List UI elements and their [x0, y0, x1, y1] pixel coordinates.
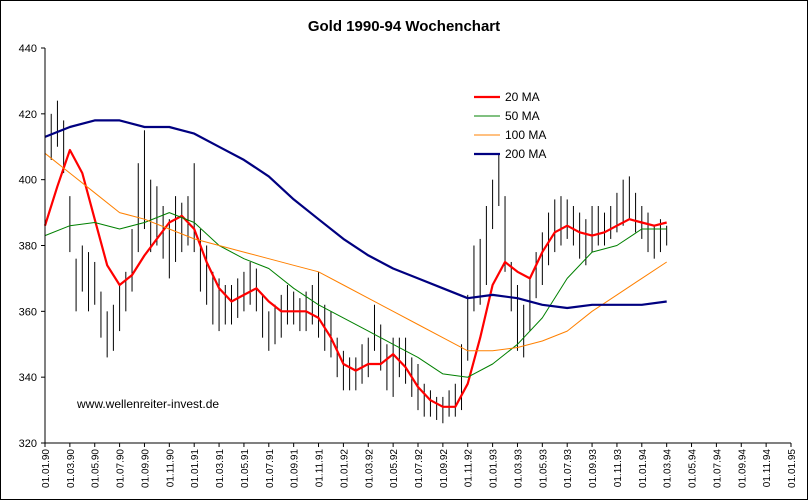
x-tick-label: 01.03.90 — [66, 449, 77, 488]
x-tick-label: 01.09.93 — [588, 449, 599, 488]
x-tick-label: 01.09.92 — [439, 449, 450, 488]
x-tick-label: 01.01.90 — [41, 449, 52, 488]
y-tick-label: 420 — [19, 109, 37, 121]
series-line-200-ma — [44, 119, 667, 310]
x-tick-label: 01.07.92 — [414, 449, 425, 488]
plot-area — [43, 100, 668, 424]
y-tick-label: 320 — [19, 438, 37, 450]
legend-label: 20 MA — [505, 90, 540, 104]
x-tick-label: 01.03.92 — [364, 449, 375, 488]
x-tick-label: 01.07.93 — [563, 449, 574, 488]
x-tick-label: 01.05.90 — [91, 449, 102, 488]
y-tick-label: 340 — [19, 372, 37, 384]
chart-title: Gold 1990-94 Wochenchart — [307, 18, 501, 35]
y-tick-label: 440 — [19, 43, 37, 55]
x-tick-label: 01.07.90 — [116, 449, 127, 488]
legend-label: 200 MA — [505, 147, 546, 161]
x-tick-label: 01.05.92 — [389, 449, 400, 488]
y-tick-label: 380 — [19, 241, 37, 253]
x-tick-label: 01.05.91 — [240, 449, 251, 488]
x-tick-label: 01.01.91 — [190, 449, 201, 488]
x-tick-label: 01.03.91 — [215, 449, 226, 488]
series-line-20-ma — [43, 148, 667, 408]
y-tick-label: 360 — [19, 306, 37, 318]
x-tick-label: 01.03.94 — [663, 449, 674, 488]
x-tick-label: 01.11.92 — [464, 449, 475, 488]
x-tick-label: 01.07.94 — [712, 449, 723, 488]
legend-label: 100 MA — [505, 128, 546, 142]
x-tick-label: 01.11.91 — [315, 449, 326, 488]
x-tick-label: 01.07.91 — [265, 449, 276, 488]
x-tick-label: 01.05.94 — [688, 449, 699, 488]
x-tick-label: 01.01.93 — [489, 449, 500, 488]
x-tick-label: 01.11.93 — [613, 449, 624, 488]
y-ticks: 320 340 360 380 400 420 440 — [19, 43, 45, 450]
legend: 20 MA 50 MA 100 MA 200 MA — [474, 90, 546, 161]
watermark-text: www.wellenreiter-invest.de — [77, 397, 220, 411]
x-tick-label: 01.11.94 — [762, 449, 773, 488]
x-tick-label: 01.01.95 — [787, 449, 798, 488]
x-tick-label: 01.05.93 — [538, 449, 549, 488]
y-tick-label: 400 — [19, 175, 37, 187]
series-line-100-ma — [44, 152, 667, 352]
x-tick-label: 01.09.94 — [737, 449, 748, 488]
x-tick-label: 01.09.91 — [290, 449, 301, 488]
x-tick-label: 01.01.94 — [638, 449, 649, 488]
x-tick-label: 01.09.90 — [140, 449, 151, 488]
x-tick-label: 01.11.90 — [165, 449, 176, 488]
moving-average-lines — [43, 119, 667, 408]
legend-label: 50 MA — [505, 109, 540, 123]
x-tick-label: 01.03.93 — [513, 449, 524, 488]
price-bars — [44, 100, 668, 424]
x-tick-label: 01.01.92 — [339, 449, 350, 488]
x-ticks: 01.01.90 01.03.90 01.05.90 01.07.90 01.09.90… — [41, 443, 798, 488]
